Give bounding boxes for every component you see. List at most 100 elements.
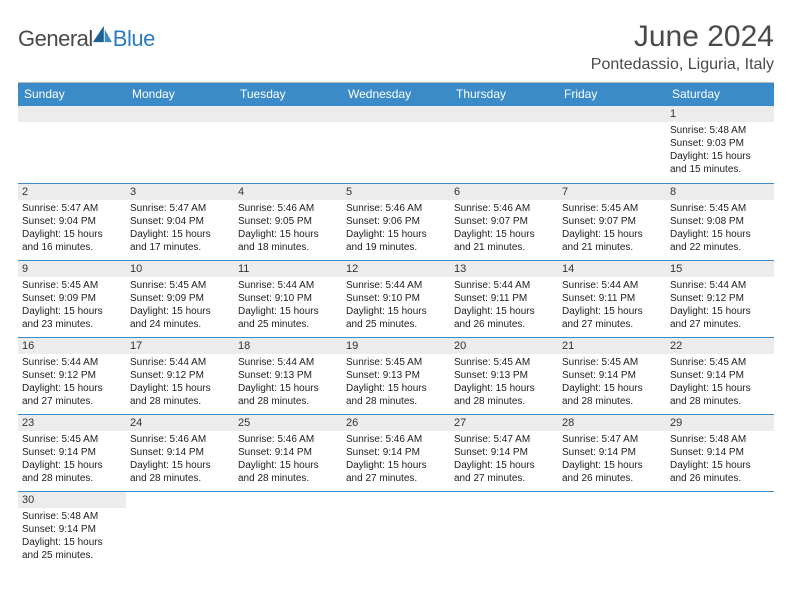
page-title: June 2024 xyxy=(591,20,774,54)
calendar-empty-cell xyxy=(450,491,558,568)
day-details: Sunrise: 5:47 AMSunset: 9:04 PMDaylight:… xyxy=(18,200,126,256)
day-details: Sunrise: 5:46 AMSunset: 9:05 PMDaylight:… xyxy=(234,200,342,256)
day-number: 6 xyxy=(450,184,558,200)
day-number: 25 xyxy=(234,415,342,431)
day-details: Sunrise: 5:45 AMSunset: 9:09 PMDaylight:… xyxy=(126,277,234,333)
day-number: 29 xyxy=(666,415,774,431)
day-number: 10 xyxy=(126,261,234,277)
day-number: 15 xyxy=(666,261,774,277)
calendar-day-cell: 13Sunrise: 5:44 AMSunset: 9:11 PMDayligh… xyxy=(450,260,558,337)
day-details: Sunrise: 5:45 AMSunset: 9:14 PMDaylight:… xyxy=(18,431,126,487)
weekday-header: Sunday xyxy=(18,83,126,106)
calendar-day-cell: 14Sunrise: 5:44 AMSunset: 9:11 PMDayligh… xyxy=(558,260,666,337)
calendar-week-row: 1Sunrise: 5:48 AMSunset: 9:03 PMDaylight… xyxy=(18,106,774,183)
day-details: Sunrise: 5:45 AMSunset: 9:14 PMDaylight:… xyxy=(666,354,774,410)
calendar-empty-cell xyxy=(558,106,666,183)
day-number: 30 xyxy=(18,492,126,508)
calendar-day-cell: 28Sunrise: 5:47 AMSunset: 9:14 PMDayligh… xyxy=(558,414,666,491)
day-number: 19 xyxy=(342,338,450,354)
day-details: Sunrise: 5:45 AMSunset: 9:14 PMDaylight:… xyxy=(558,354,666,410)
day-number: 13 xyxy=(450,261,558,277)
calendar-empty-cell xyxy=(342,491,450,568)
calendar-day-cell: 21Sunrise: 5:45 AMSunset: 9:14 PMDayligh… xyxy=(558,337,666,414)
calendar-day-cell: 26Sunrise: 5:46 AMSunset: 9:14 PMDayligh… xyxy=(342,414,450,491)
logo: General Blue xyxy=(18,24,155,54)
calendar-day-cell: 22Sunrise: 5:45 AMSunset: 9:14 PMDayligh… xyxy=(666,337,774,414)
day-details xyxy=(450,122,558,126)
day-details: Sunrise: 5:44 AMSunset: 9:13 PMDaylight:… xyxy=(234,354,342,410)
calendar-day-cell: 9Sunrise: 5:45 AMSunset: 9:09 PMDaylight… xyxy=(18,260,126,337)
day-details: Sunrise: 5:44 AMSunset: 9:10 PMDaylight:… xyxy=(234,277,342,333)
day-number: 4 xyxy=(234,184,342,200)
day-details: Sunrise: 5:46 AMSunset: 9:14 PMDaylight:… xyxy=(342,431,450,487)
calendar-day-cell: 3Sunrise: 5:47 AMSunset: 9:04 PMDaylight… xyxy=(126,183,234,260)
day-number xyxy=(18,106,126,122)
day-details: Sunrise: 5:46 AMSunset: 9:14 PMDaylight:… xyxy=(126,431,234,487)
day-number xyxy=(234,106,342,122)
calendar-empty-cell xyxy=(342,106,450,183)
calendar-day-cell: 18Sunrise: 5:44 AMSunset: 9:13 PMDayligh… xyxy=(234,337,342,414)
day-details: Sunrise: 5:48 AMSunset: 9:03 PMDaylight:… xyxy=(666,122,774,178)
day-details: Sunrise: 5:47 AMSunset: 9:14 PMDaylight:… xyxy=(558,431,666,487)
calendar-table: SundayMondayTuesdayWednesdayThursdayFrid… xyxy=(18,83,774,568)
day-details: Sunrise: 5:47 AMSunset: 9:14 PMDaylight:… xyxy=(450,431,558,487)
day-details: Sunrise: 5:44 AMSunset: 9:11 PMDaylight:… xyxy=(558,277,666,333)
calendar-day-cell: 17Sunrise: 5:44 AMSunset: 9:12 PMDayligh… xyxy=(126,337,234,414)
calendar-day-cell: 8Sunrise: 5:45 AMSunset: 9:08 PMDaylight… xyxy=(666,183,774,260)
calendar-day-cell: 24Sunrise: 5:46 AMSunset: 9:14 PMDayligh… xyxy=(126,414,234,491)
weekday-header: Wednesday xyxy=(342,83,450,106)
calendar-day-cell: 12Sunrise: 5:44 AMSunset: 9:10 PMDayligh… xyxy=(342,260,450,337)
day-number: 17 xyxy=(126,338,234,354)
day-number xyxy=(558,492,666,508)
day-number: 14 xyxy=(558,261,666,277)
day-number: 3 xyxy=(126,184,234,200)
title-block: June 2024 Pontedassio, Liguria, Italy xyxy=(591,20,774,74)
day-details: Sunrise: 5:44 AMSunset: 9:12 PMDaylight:… xyxy=(126,354,234,410)
day-details: Sunrise: 5:44 AMSunset: 9:12 PMDaylight:… xyxy=(666,277,774,333)
calendar-empty-cell xyxy=(450,106,558,183)
calendar-empty-cell xyxy=(126,106,234,183)
day-number: 22 xyxy=(666,338,774,354)
calendar-week-row: 9Sunrise: 5:45 AMSunset: 9:09 PMDaylight… xyxy=(18,260,774,337)
day-number: 20 xyxy=(450,338,558,354)
day-details xyxy=(450,508,558,512)
day-details xyxy=(18,122,126,126)
calendar-day-cell: 29Sunrise: 5:48 AMSunset: 9:14 PMDayligh… xyxy=(666,414,774,491)
day-number: 12 xyxy=(342,261,450,277)
day-number xyxy=(558,106,666,122)
day-number: 16 xyxy=(18,338,126,354)
day-details: Sunrise: 5:44 AMSunset: 9:12 PMDaylight:… xyxy=(18,354,126,410)
calendar-day-cell: 2Sunrise: 5:47 AMSunset: 9:04 PMDaylight… xyxy=(18,183,126,260)
weekday-header: Saturday xyxy=(666,83,774,106)
day-details: Sunrise: 5:46 AMSunset: 9:07 PMDaylight:… xyxy=(450,200,558,256)
day-details xyxy=(234,508,342,512)
day-details: Sunrise: 5:46 AMSunset: 9:14 PMDaylight:… xyxy=(234,431,342,487)
logo-text-blue: Blue xyxy=(113,26,155,51)
calendar-day-cell: 1Sunrise: 5:48 AMSunset: 9:03 PMDaylight… xyxy=(666,106,774,183)
day-number: 21 xyxy=(558,338,666,354)
day-number: 2 xyxy=(18,184,126,200)
day-details: Sunrise: 5:45 AMSunset: 9:13 PMDaylight:… xyxy=(450,354,558,410)
day-details xyxy=(126,122,234,126)
calendar-week-row: 30Sunrise: 5:48 AMSunset: 9:14 PMDayligh… xyxy=(18,491,774,568)
calendar-day-cell: 4Sunrise: 5:46 AMSunset: 9:05 PMDaylight… xyxy=(234,183,342,260)
day-details: Sunrise: 5:48 AMSunset: 9:14 PMDaylight:… xyxy=(18,508,126,564)
day-details xyxy=(342,122,450,126)
calendar-week-row: 23Sunrise: 5:45 AMSunset: 9:14 PMDayligh… xyxy=(18,414,774,491)
day-number: 18 xyxy=(234,338,342,354)
day-details: Sunrise: 5:47 AMSunset: 9:04 PMDaylight:… xyxy=(126,200,234,256)
calendar-day-cell: 6Sunrise: 5:46 AMSunset: 9:07 PMDaylight… xyxy=(450,183,558,260)
day-number: 24 xyxy=(126,415,234,431)
day-details: Sunrise: 5:46 AMSunset: 9:06 PMDaylight:… xyxy=(342,200,450,256)
day-number xyxy=(234,492,342,508)
day-details: Sunrise: 5:48 AMSunset: 9:14 PMDaylight:… xyxy=(666,431,774,487)
header: General Blue June 2024 Pontedassio, Ligu… xyxy=(18,20,774,74)
day-number: 8 xyxy=(666,184,774,200)
calendar-header-row: SundayMondayTuesdayWednesdayThursdayFrid… xyxy=(18,83,774,106)
calendar-day-cell: 23Sunrise: 5:45 AMSunset: 9:14 PMDayligh… xyxy=(18,414,126,491)
day-details: Sunrise: 5:44 AMSunset: 9:10 PMDaylight:… xyxy=(342,277,450,333)
day-number: 7 xyxy=(558,184,666,200)
day-number: 11 xyxy=(234,261,342,277)
calendar-day-cell: 16Sunrise: 5:44 AMSunset: 9:12 PMDayligh… xyxy=(18,337,126,414)
calendar-day-cell: 27Sunrise: 5:47 AMSunset: 9:14 PMDayligh… xyxy=(450,414,558,491)
